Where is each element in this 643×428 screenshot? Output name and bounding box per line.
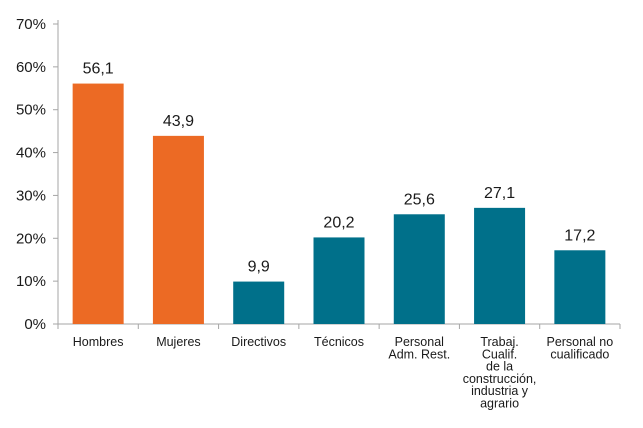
x-tick-label: Hombres (73, 335, 124, 349)
y-tick-label: 70% (16, 16, 46, 33)
data-label: 9,9 (248, 259, 270, 276)
x-tick-label: Personal no cualificado (546, 335, 613, 361)
bar (474, 207, 526, 324)
x-tick-label: Directivos (231, 335, 286, 349)
bar (233, 281, 285, 324)
bar (554, 250, 606, 324)
y-tick-label: 10% (16, 273, 46, 290)
data-label: 27,1 (484, 185, 515, 202)
y-tick-label: 40% (16, 145, 46, 162)
data-label: 20,2 (323, 214, 354, 231)
data-label: 43,9 (163, 113, 194, 130)
bar (393, 214, 445, 324)
y-tick-label: 50% (16, 102, 46, 119)
bar (152, 135, 204, 324)
x-tick-label: Técnicos (314, 335, 364, 349)
x-tick-label: Mujeres (156, 335, 200, 349)
data-label: 17,2 (564, 227, 595, 244)
bar (313, 237, 365, 324)
y-tick-label: 60% (16, 59, 46, 76)
data-label: 25,6 (404, 191, 435, 208)
y-tick-label: 0% (24, 316, 46, 333)
x-tick-label: Personal Adm. Rest. (388, 335, 450, 361)
y-tick-label: 20% (16, 230, 46, 247)
bar (72, 83, 124, 324)
x-tick-label: Trabaj. Cualif. de la construcción, industri… (463, 335, 537, 411)
data-label: 56,1 (83, 61, 114, 78)
y-tick-label: 30% (16, 187, 46, 204)
